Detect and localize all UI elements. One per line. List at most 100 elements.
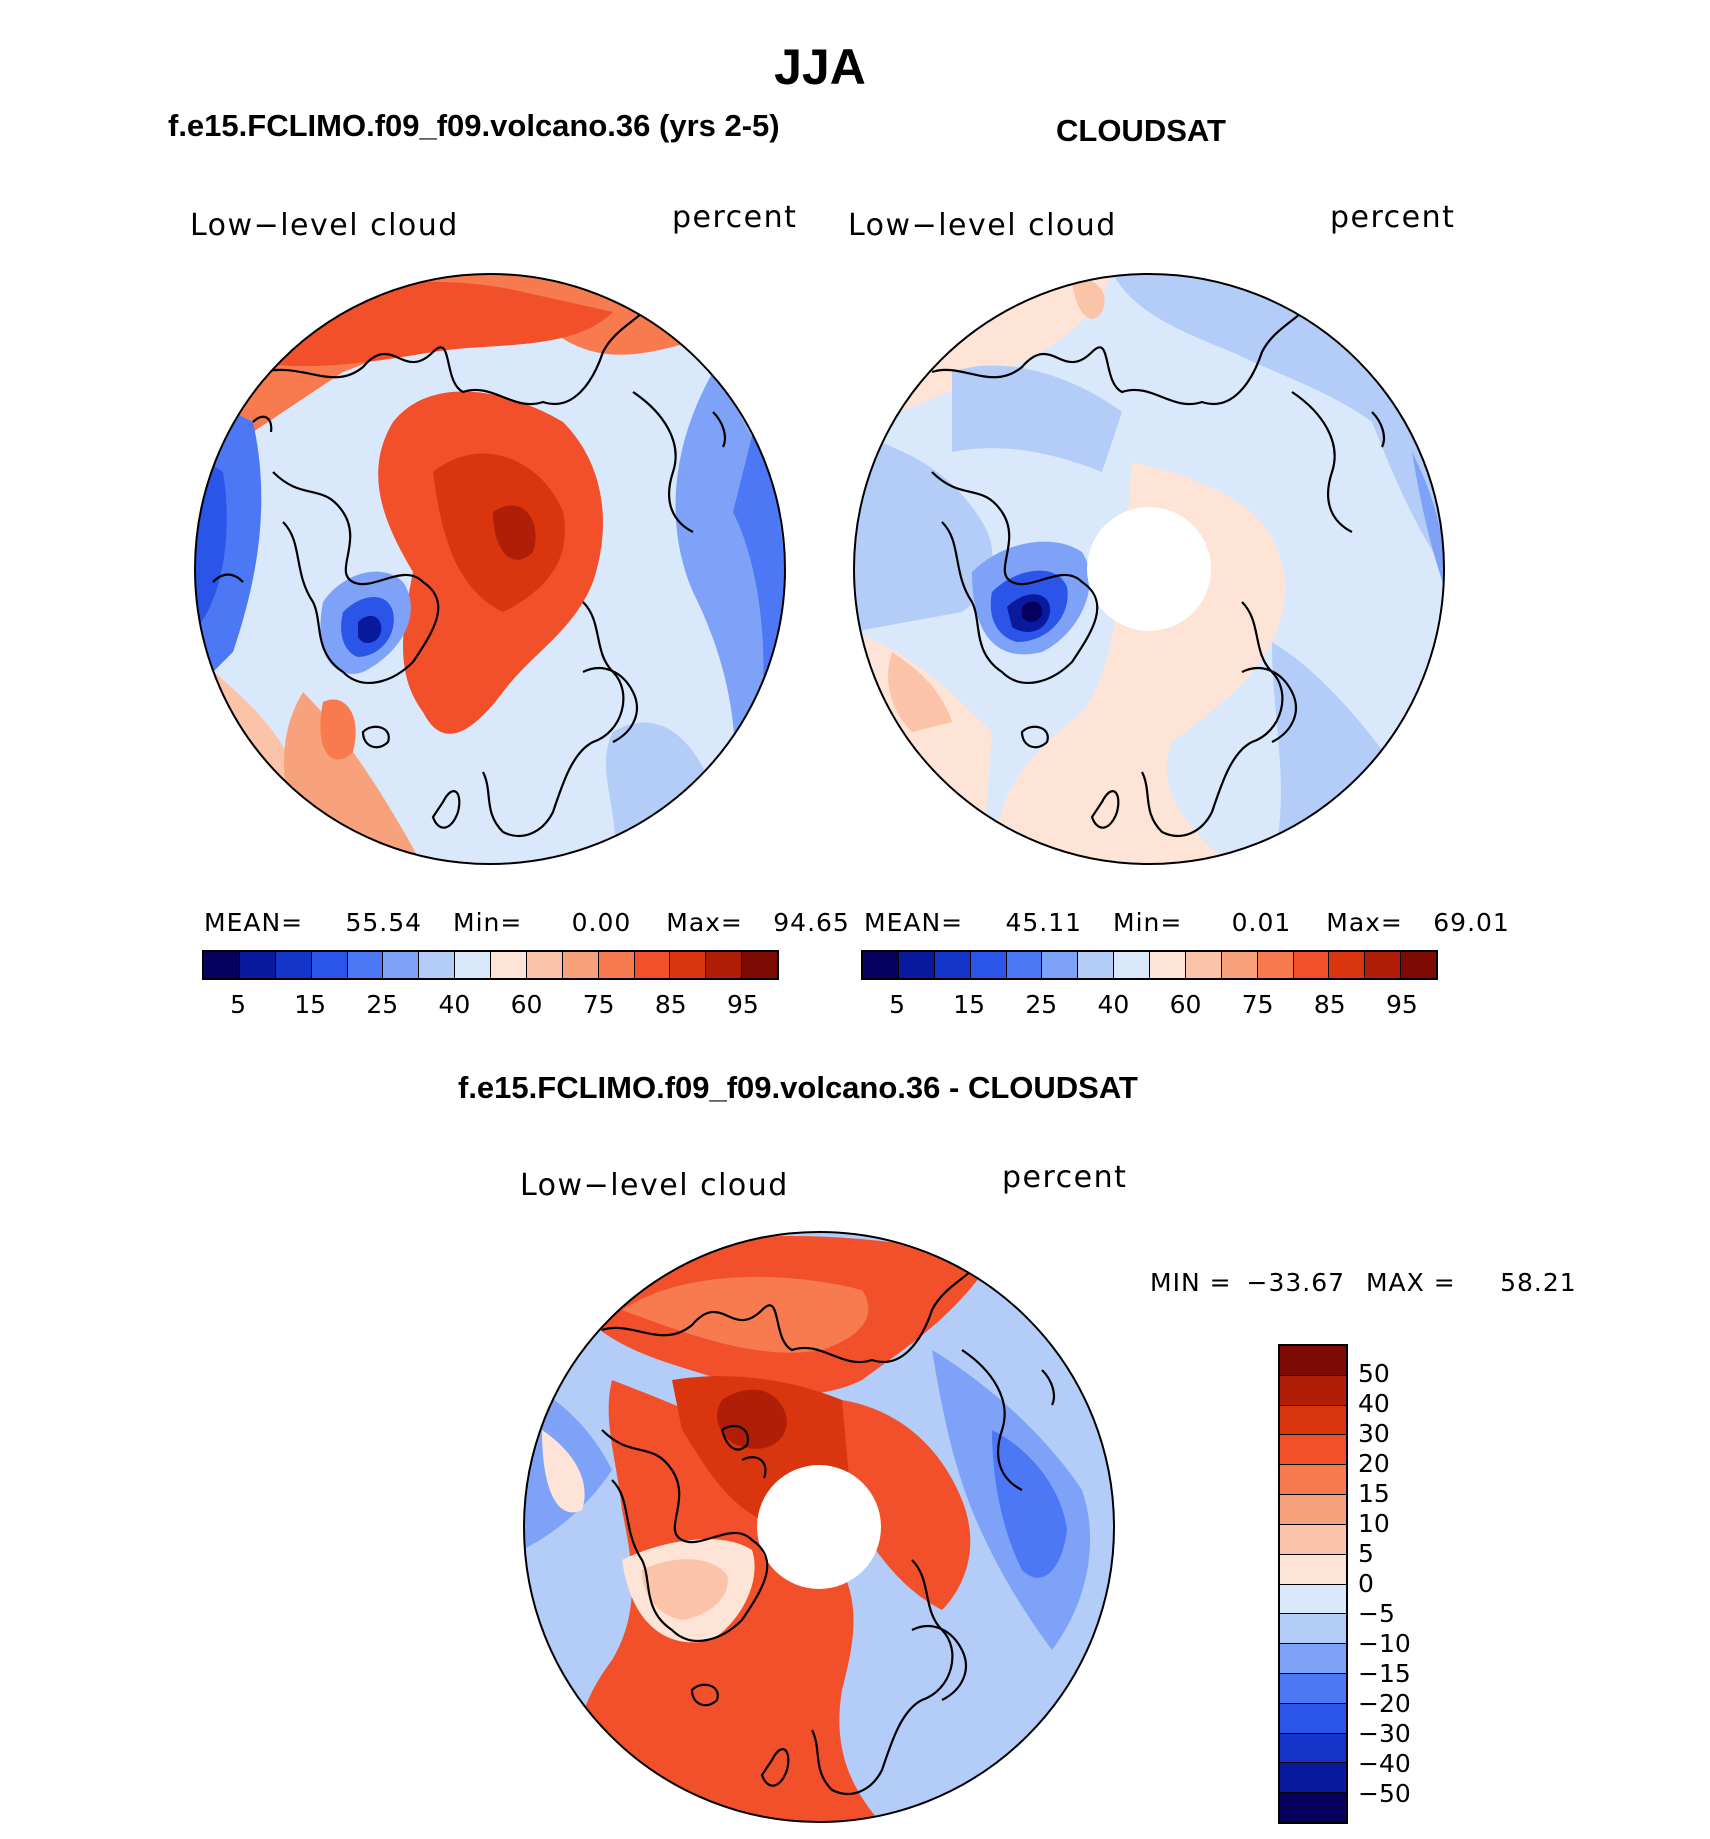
panel-1-stats: MEAN= 55.54 Min= 0.00 Max= 94.65	[204, 908, 850, 937]
panel-1-colorbar-segment	[204, 952, 240, 978]
panel-3-colorbar-segment	[1280, 1465, 1346, 1496]
panel-1-variable-label: Low−level cloud	[190, 208, 459, 243]
panel-1-min-label: Min=	[453, 908, 523, 937]
panel-3-colorbar-tick-label: 5	[1358, 1539, 1374, 1568]
panel-2-colorbar-tick-label: 5	[889, 990, 906, 1019]
panel-3-title: f.e15.FCLIMO.f09_f09.volcano.36 - CLOUDS…	[458, 1070, 1138, 1105]
panel-1-mean-value: 55.54	[345, 908, 423, 937]
panel-3-colorbar-segment	[1280, 1793, 1346, 1822]
panel-1-max-label: Max=	[666, 908, 743, 937]
panel-2-colorbar-tick-label: 95	[1386, 990, 1418, 1019]
panel-3-colorbar-segment	[1280, 1435, 1346, 1466]
panel-2-colorbar-segment	[1078, 952, 1115, 978]
panel-1-colorbar-segment	[742, 952, 777, 978]
panel-3-colorbar-tick-label: 20	[1358, 1449, 1390, 1478]
panel-1-polar-map	[194, 273, 786, 865]
panel-1-colorbar-segment	[311, 952, 348, 978]
panel-1-colorbar-segment	[455, 952, 491, 978]
panel-2-colorbar	[861, 950, 1438, 980]
panel-1-colorbar-segment	[383, 952, 420, 978]
panel-2-min-label: Min=	[1113, 908, 1183, 937]
panel-1-colorbar-segment	[706, 952, 743, 978]
panel-3-max-value: 58.21	[1500, 1268, 1577, 1297]
panel-2-colorbar-segment	[1150, 952, 1186, 978]
panel-2-mean-label: MEAN=	[864, 908, 964, 937]
panel-2-colorbar-segment	[1329, 952, 1366, 978]
panel-1-units-label: percent	[672, 200, 798, 235]
panel-3-colorbar-segment	[1280, 1524, 1346, 1555]
panel-1-colorbar-segment	[670, 952, 707, 978]
panel-3-colorbar-segment	[1280, 1673, 1346, 1704]
panel-1-title: f.e15.FCLIMO.f09_f09.volcano.36 (yrs 2-5…	[168, 108, 780, 143]
panel-3-colorbar-segment	[1280, 1644, 1346, 1674]
panel-1-colorbar-tick-label: 85	[654, 990, 687, 1019]
panel-2-colorbar-segment	[1293, 952, 1330, 978]
panel-1-colorbar-tick-label: 15	[294, 990, 327, 1019]
panel-2-max-value: 69.01	[1433, 908, 1510, 937]
panel-2-colorbar-segment	[934, 952, 971, 978]
panel-3-colorbar-tick-label: −30	[1358, 1719, 1411, 1748]
panel-3-colorbar-segment	[1280, 1584, 1346, 1615]
panel-2-units-label: percent	[1330, 200, 1456, 235]
panel-2-colorbar-tick-label: 60	[1169, 990, 1202, 1019]
panel-2-title: CLOUDSAT	[1056, 113, 1226, 148]
panel-2-colorbar-segment	[970, 952, 1007, 978]
panel-1-colorbar-tick-label: 60	[510, 990, 543, 1019]
panel-1-colorbar-tick-label: 5	[230, 990, 247, 1019]
panel-3-colorbar-tick-label: −5	[1358, 1599, 1395, 1628]
panel-2-colorbar-segment	[1042, 952, 1079, 978]
panel-1-min-value: 0.00	[571, 908, 632, 937]
panel-3-colorbar-segment	[1280, 1495, 1346, 1525]
panel-2-mean-value: 45.11	[1005, 908, 1083, 937]
panel-2-colorbar-segment	[863, 952, 899, 978]
panel-2-colorbar-segment	[1257, 952, 1294, 978]
panel-3-colorbar-segment	[1280, 1763, 1346, 1794]
panel-1-colorbar-segment	[598, 952, 635, 978]
panel-1-mean-label: MEAN=	[204, 908, 304, 937]
panel-3-stats: MIN = −33.67 MAX = 58.21	[1150, 1268, 1577, 1297]
panel-3-polar-map	[523, 1231, 1115, 1823]
panel-2-min-value: 0.01	[1231, 908, 1292, 937]
panel-2-colorbar-tick-label: 85	[1313, 990, 1346, 1019]
panel-1-colorbar-segment	[239, 952, 276, 978]
panel-2-colorbar-segment	[1365, 952, 1402, 978]
panel-2-colorbar-segment	[1114, 952, 1150, 978]
panel-3-min-label: MIN =	[1150, 1268, 1232, 1297]
panel-3-colorbar-segment	[1280, 1346, 1346, 1376]
panel-2-variable-label: Low−level cloud	[848, 208, 1117, 243]
panel-1-colorbar-tick-label: 75	[582, 990, 615, 1019]
panel-3-max-label: MAX =	[1365, 1268, 1456, 1297]
panel-1-colorbar-segment	[562, 952, 599, 978]
panel-3-colorbar-tick-label: −10	[1358, 1629, 1411, 1658]
panel-3-colorbar-segment	[1280, 1375, 1346, 1406]
panel-3-colorbar-tick-label: 0	[1358, 1569, 1374, 1598]
panel-1-max-value: 94.65	[773, 908, 850, 937]
panel-2-polar-map	[853, 273, 1445, 865]
panel-3-variable-label: Low−level cloud	[520, 1168, 789, 1203]
panel-3-colorbar-tick-label: 50	[1358, 1359, 1390, 1388]
panel-1-colorbar-segment	[347, 952, 384, 978]
panel-2-colorbar-tick-label: 25	[1025, 990, 1058, 1019]
panel-3-min-value: −33.67	[1246, 1268, 1346, 1297]
panel-2-colorbar-segment	[1401, 952, 1436, 978]
panel-1-colorbar-tick-label: 25	[366, 990, 399, 1019]
panel-3-colorbar-tick-label: 10	[1358, 1509, 1390, 1538]
panel-1-colorbar-tick-label: 40	[438, 990, 471, 1019]
panel-3-colorbar-tick-label: 30	[1358, 1419, 1390, 1448]
panel-1-colorbar	[202, 950, 779, 980]
panel-2-max-label: Max=	[1326, 908, 1403, 937]
panel-1-colorbar-segment	[275, 952, 312, 978]
panel-3-colorbar-tick-label: −20	[1358, 1689, 1411, 1718]
panel-3-colorbar-tick-label: −40	[1358, 1749, 1411, 1778]
panel-1-colorbar-segment	[526, 952, 563, 978]
panel-3-colorbar-segment	[1280, 1554, 1346, 1585]
panel-1-colorbar-segment	[491, 952, 527, 978]
panel-3-colorbar-tick-label: 40	[1358, 1389, 1390, 1418]
panel-3-colorbar-segment	[1280, 1614, 1346, 1645]
panel-1-colorbar-segment	[419, 952, 456, 978]
figure-title: JJA	[774, 39, 866, 95]
panel-2-colorbar-segment	[898, 952, 935, 978]
panel-2-colorbar-tick-label: 75	[1241, 990, 1274, 1019]
panel-3-colorbar-segment	[1280, 1405, 1346, 1436]
panel-3-colorbar-segment	[1280, 1733, 1346, 1764]
